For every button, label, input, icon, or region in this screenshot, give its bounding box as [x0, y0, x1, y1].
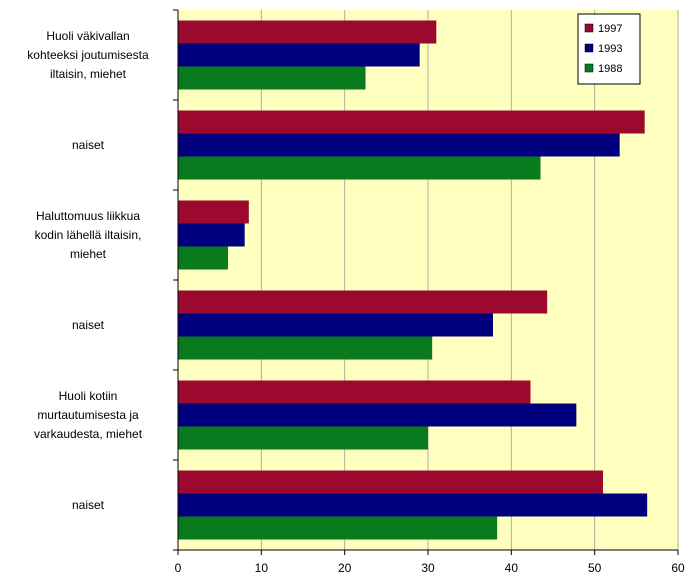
- x-tick-label: 10: [255, 561, 269, 575]
- axes: [173, 9, 679, 555]
- legend-swatch: [584, 23, 594, 33]
- bar-1988: [178, 156, 541, 180]
- category-label: Huoli väkivallan kohteeksi joutumisesta il…: [27, 29, 149, 81]
- category-label: naiset: [72, 138, 105, 152]
- x-tick-label: 40: [505, 561, 519, 575]
- legend-label: 1997: [598, 23, 622, 35]
- bar-1993: [178, 133, 620, 157]
- x-tick-labels: 0 10 20 30 40 50 60: [175, 561, 685, 575]
- bar-1988: [178, 516, 498, 540]
- bar-1997: [178, 380, 531, 404]
- bar-1988: [178, 66, 366, 90]
- bar-1993: [178, 223, 245, 247]
- bar-1993: [178, 493, 648, 517]
- bar-1997: [178, 200, 249, 224]
- bar-1993: [178, 313, 493, 337]
- category-labels: Huoli väkivallan kohteeksi joutumisesta il…: [27, 29, 149, 512]
- legend-swatch: [584, 43, 594, 53]
- bar-1988: [178, 426, 428, 450]
- legend: 1997 1993 1988: [577, 13, 641, 85]
- bar-1997: [178, 20, 437, 44]
- category-label: naiset: [72, 498, 105, 512]
- legend-label: 1993: [598, 43, 622, 55]
- x-tick-label: 60: [671, 561, 685, 575]
- x-tick-label: 30: [421, 561, 435, 575]
- bar-1988: [178, 336, 433, 360]
- legend-label: 1988: [598, 63, 622, 75]
- legend-swatch: [584, 63, 594, 73]
- bar-1997: [178, 290, 548, 314]
- category-label: naiset: [72, 318, 105, 332]
- bar-1993: [178, 43, 420, 67]
- bar-1997: [178, 110, 645, 134]
- bar-1997: [178, 470, 603, 494]
- category-label: Huoli kotiin murtautumisesta ja varkaudest…: [34, 389, 143, 441]
- bars: [178, 20, 648, 540]
- bar-1988: [178, 246, 228, 270]
- x-tick-label: 20: [338, 561, 352, 575]
- bar-1993: [178, 403, 577, 427]
- x-tick-label: 50: [588, 561, 602, 575]
- category-label: Haluttomuus liikkua kodin lähellä iltaisi…: [35, 209, 142, 261]
- gridlines: [260, 10, 679, 550]
- x-tick-label: 0: [175, 561, 182, 575]
